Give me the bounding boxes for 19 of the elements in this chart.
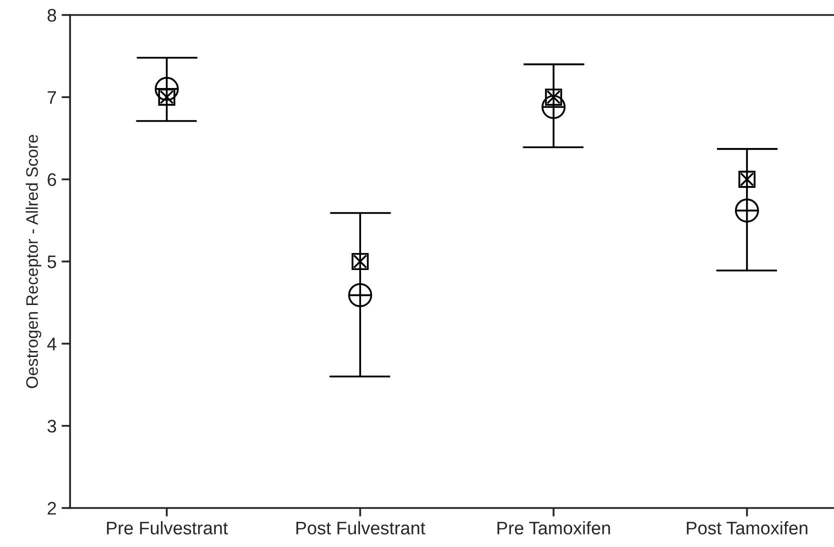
x-tick-label: Post Tamoxifen [686, 521, 808, 534]
x-tick-label: Pre Fulvestrant [107, 521, 228, 534]
point [545, 88, 562, 106]
y-tick-label: 7 [48, 91, 56, 104]
point [348, 283, 372, 308]
point [352, 252, 369, 270]
x-tick-label: Pre Tamoxifen [498, 521, 610, 534]
y-tick-label: 5 [48, 256, 56, 268]
y-tick-label: 3 [48, 420, 56, 433]
point [542, 95, 566, 120]
y-tick-label: 8 [48, 8, 56, 22]
y-tick-label: 2 [48, 502, 56, 515]
y-axis-title: Oestrogen Receptor - Allred Score [26, 134, 42, 388]
point [154, 76, 179, 101]
y-tick-label: 6 [48, 173, 56, 186]
y-tick-label: 4 [47, 338, 56, 350]
point [738, 170, 756, 188]
x-tick-label: Post Fulvestrant [296, 521, 426, 534]
point [734, 198, 759, 223]
